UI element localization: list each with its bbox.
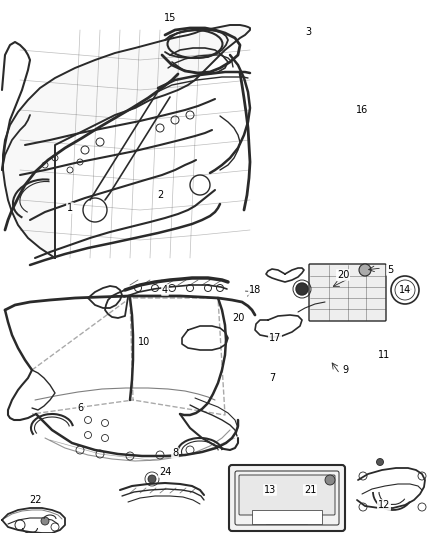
Text: 7: 7 (269, 373, 275, 383)
FancyBboxPatch shape (252, 510, 322, 524)
Text: 3: 3 (305, 27, 311, 37)
Text: 21: 21 (304, 485, 316, 495)
Text: 2: 2 (157, 190, 163, 200)
FancyBboxPatch shape (239, 475, 335, 515)
Text: 13: 13 (264, 485, 276, 495)
Text: 11: 11 (378, 350, 390, 360)
Circle shape (85, 432, 92, 439)
Text: 5: 5 (387, 265, 393, 275)
Circle shape (41, 517, 49, 525)
Circle shape (85, 416, 92, 424)
Circle shape (391, 276, 419, 304)
Polygon shape (3, 25, 250, 258)
FancyBboxPatch shape (229, 465, 345, 531)
Text: 4: 4 (162, 285, 168, 295)
Text: 24: 24 (159, 467, 171, 477)
FancyBboxPatch shape (266, 512, 308, 524)
Circle shape (102, 419, 109, 426)
FancyBboxPatch shape (309, 264, 386, 321)
Text: 20: 20 (337, 270, 349, 280)
Text: 16: 16 (356, 105, 368, 115)
Text: 12: 12 (378, 500, 390, 510)
Text: 9: 9 (342, 365, 348, 375)
Text: 14: 14 (399, 285, 411, 295)
Text: 1: 1 (67, 203, 73, 213)
Circle shape (148, 475, 156, 483)
Circle shape (296, 283, 308, 295)
Text: 17: 17 (269, 333, 281, 343)
Text: 18: 18 (249, 285, 261, 295)
Text: 20: 20 (232, 313, 244, 323)
Circle shape (359, 264, 371, 276)
Text: 15: 15 (164, 13, 176, 23)
Circle shape (377, 458, 384, 465)
Circle shape (325, 475, 335, 485)
Text: 8: 8 (172, 448, 178, 458)
Text: 22: 22 (29, 495, 41, 505)
Text: 6: 6 (77, 403, 83, 413)
Text: 10: 10 (138, 337, 150, 347)
Circle shape (102, 434, 109, 441)
